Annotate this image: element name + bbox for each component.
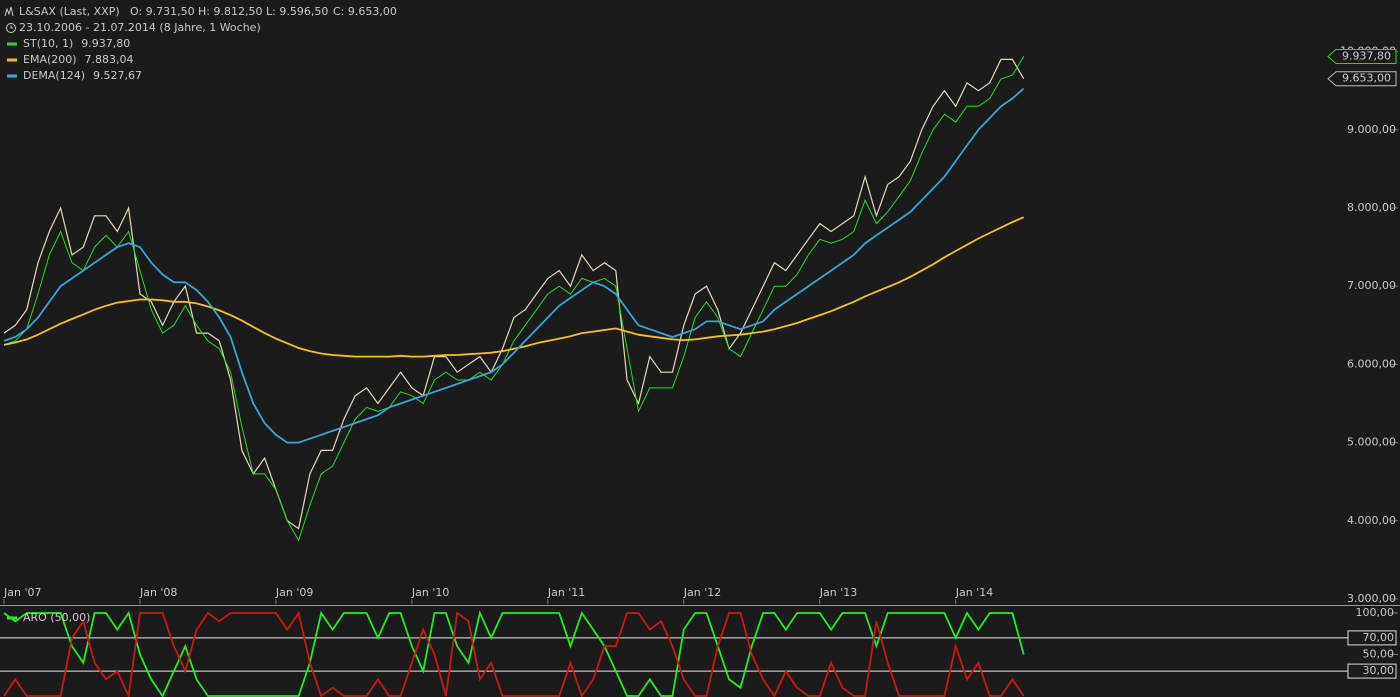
header: L&SAX (Last, XXP) O: 9.731,50 H: 9.812,5… [4,5,397,34]
x-tick-label: Jan '13 [819,586,857,599]
x-tick-label: Jan '11 [547,586,585,599]
plot: 3.000,00 4.000,00 5.000,00 6.000,00 7.000,00… [0,45,1398,697]
legend-swatch [7,74,17,78]
y-tick-label: 50,00 [1363,648,1395,661]
y-tick-label: 5.000,00 [1347,436,1396,449]
series-line [3,87,1025,444]
series-line [3,56,1025,542]
legend-swatch [7,616,17,620]
clock-hand [10,25,13,29]
clock-icon [6,23,16,33]
legend: ST(10, 1) 9.937,80 EMA(200) 7.883,04DEMA(12… [7,37,142,82]
tick-box [1347,663,1397,679]
legend-value: 7.883,04 [85,53,134,66]
y-tick-label: 3.000,00 [1347,592,1396,605]
x-tick-label: Jan '14 [955,586,993,599]
x-tick-label: Jan '12 [683,586,721,599]
y-tick-label: 8.000,00 [1347,201,1396,214]
legend-label: EMA(200) [23,53,77,66]
chart-subtitle: 23.10.2006 - 21.07.2014 (8 Jahre, 1 Woch… [19,21,261,34]
y-tick-label: 100,00 [1356,606,1395,619]
y-tick-label: 30,00 [1363,664,1395,677]
x-tick-label: Jan '07 [3,586,41,599]
tick-box [1347,630,1397,646]
chart-icon [4,6,14,17]
price-tag-label: 9.937,80 [1342,49,1391,62]
legend-swatch [7,42,17,46]
y-tick-label: 70,00 [1363,631,1395,644]
legend-label: ST(10, 1) [23,37,73,50]
series-line [3,610,1025,697]
chart-title: L&SAX (Last, XXP) [19,5,120,18]
ohlc-low: L: 9.596,50 [266,5,328,18]
legend-value: 9.527,67 [93,69,142,82]
price-tag-label: 9.653,00 [1342,72,1391,85]
indicator-title: ARO (50,00) [23,611,90,624]
y-tick-label: 6.000,00 [1347,357,1396,370]
price-tag [1327,48,1397,64]
y-tick-label: 9.000,00 [1347,123,1396,136]
ohlc-open: O: 9.731,50 [130,5,195,18]
y-tick-label: 7.000,00 [1347,279,1396,292]
legend-label: DEMA(124) [23,69,85,82]
x-tick-label: Jan '09 [275,586,313,599]
series-line [3,216,1025,358]
series-line [3,610,1025,697]
price-tag [1327,71,1397,87]
ohlc-high: H: 9.812,50 [198,5,262,18]
legend-value: 9.937,80 [81,37,130,50]
ohlc-close: C: 9.653,00 [333,5,397,18]
legend-swatch [7,58,17,62]
x-tick-label: Jan '10 [411,586,449,599]
x-tick-label: Jan '08 [139,586,177,599]
y-tick-label: 4.000,00 [1347,514,1396,527]
